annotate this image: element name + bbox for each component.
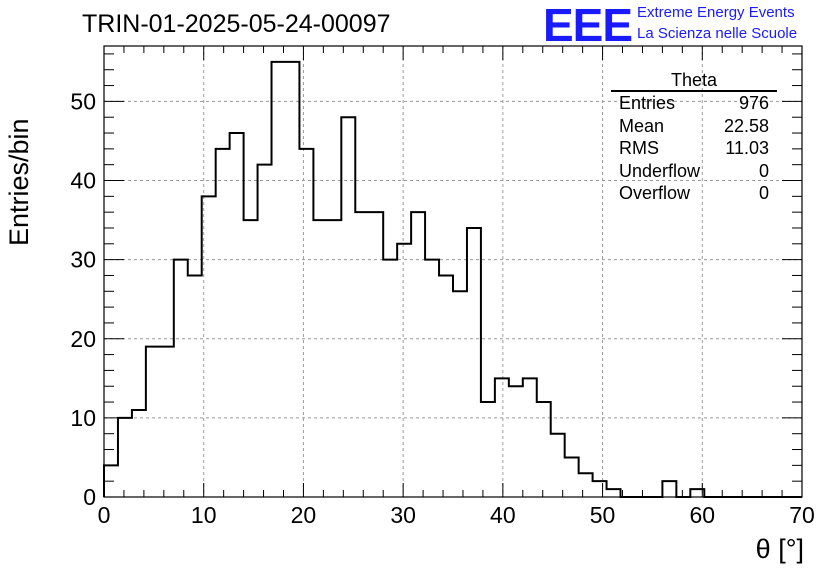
stats-label: Entries: [619, 93, 676, 113]
x-tick-label: 50: [590, 502, 616, 528]
chart-title: TRIN-01-2025-05-24-00097: [82, 10, 391, 38]
stats-box: Theta Entries 976 Mean 22.58 RMS 11.03 U…: [611, 70, 777, 205]
stats-label: Underflow: [619, 160, 701, 181]
x-tick-label: 10: [191, 502, 217, 528]
stats-row-rms: RMS 11.03: [611, 137, 777, 160]
stats-value: 976: [738, 93, 769, 113]
stats-label: Overflow: [619, 183, 691, 203]
stats-value: 11.03: [725, 138, 769, 158]
y-tick-label: 50: [70, 88, 96, 114]
x-tick-label: 0: [98, 502, 111, 528]
stats-value: 0: [758, 160, 769, 181]
x-tick-label: 60: [689, 502, 715, 528]
y-axis-label: Entries/bin: [4, 118, 34, 246]
y-tick-label: 40: [70, 168, 96, 194]
y-tick-label: 30: [70, 247, 96, 273]
y-tick-label: 0: [83, 484, 96, 510]
x-axis-label: θ [°]: [755, 534, 804, 564]
logo-text-line1: Extreme Energy Events: [637, 4, 795, 21]
logo-text-line2: La Scienza nelle Scuole: [637, 25, 798, 42]
y-tick-label: 20: [70, 326, 96, 352]
x-tick-label: 30: [390, 502, 416, 528]
x-tick-label: 20: [291, 502, 317, 528]
stats-title: Theta: [611, 70, 777, 92]
stats-value: 22.58: [723, 115, 769, 136]
eee-logo: EEE: [543, 0, 633, 51]
y-tick-label: 10: [70, 405, 96, 431]
stats-value: 0: [758, 183, 769, 203]
plot-frame: [103, 45, 803, 498]
stats-row-entries: Entries 976: [611, 92, 777, 115]
x-tick-label: 70: [789, 502, 815, 528]
stats-row-overflow: Overflow 0: [611, 182, 777, 205]
stats-label: Mean: [619, 115, 665, 136]
x-tick-label: 40: [490, 502, 516, 528]
stats-label: RMS: [619, 138, 659, 158]
stats-row-underflow: Underflow 0: [611, 160, 777, 183]
stats-row-mean: Mean 22.58: [611, 115, 777, 138]
